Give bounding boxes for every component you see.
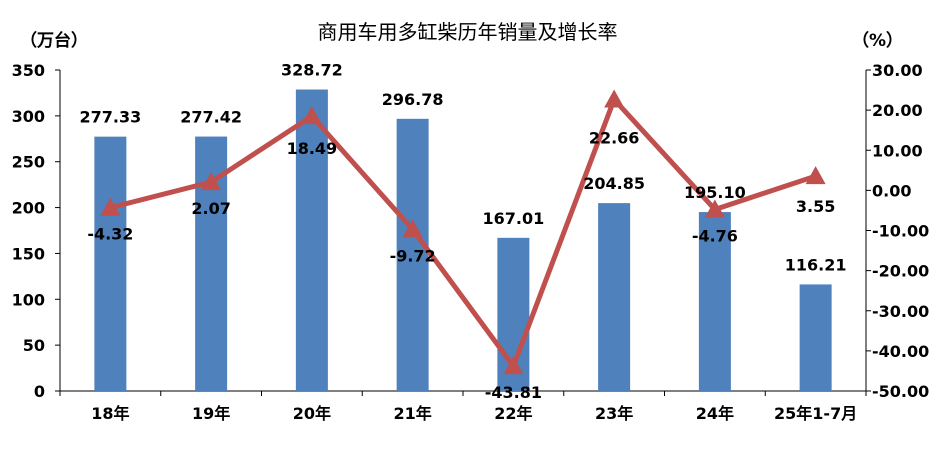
growth-rate-label: 2.07 — [191, 199, 230, 218]
right-tick-label: 30.00 — [872, 61, 923, 80]
right-tick-label: 10.00 — [872, 141, 923, 160]
growth-rate-marker — [604, 89, 625, 108]
right-tick-label: -30.00 — [872, 302, 929, 321]
bar — [396, 118, 429, 392]
x-category-label: 22年 — [494, 404, 532, 423]
bar-value-label: 195.10 — [684, 183, 746, 202]
growth-rate-line — [109, 96, 817, 369]
left-tick-label: 200 — [12, 199, 45, 218]
bar-value-label: 277.33 — [80, 108, 142, 127]
left-tick-label: 150 — [12, 244, 45, 263]
x-category-label: 18年 — [91, 404, 129, 423]
x-category-label: 24年 — [696, 404, 734, 423]
line-layer — [100, 89, 826, 375]
bar-value-label: 167.01 — [483, 209, 545, 228]
growth-rate-label: -9.72 — [390, 246, 436, 265]
growth-rate-marker — [100, 197, 121, 216]
chart-title: 商用车用多缸柴历年销量及增长率 — [317, 20, 618, 44]
growth-rate-label: 22.66 — [589, 128, 640, 147]
axes-layer: 0 50 100 150 200 250 300 350 -50.00 -40.00 -30.00 -… — [12, 61, 930, 423]
growth-rate-marker — [503, 356, 524, 375]
bar — [698, 212, 731, 391]
bars-layer — [94, 89, 832, 392]
labels-layer: 277.33 277.42 328.72 296.78 167.01 204.85 195.… — [80, 61, 847, 403]
growth-rate-marker — [704, 199, 725, 218]
right-tick-label: 0.00 — [872, 181, 911, 200]
growth-rate-label: 3.55 — [796, 197, 835, 216]
bar — [295, 89, 328, 392]
bar-value-label: 204.85 — [583, 174, 645, 193]
right-tick-label: -40.00 — [872, 342, 929, 361]
left-tick-label: 100 — [12, 290, 45, 309]
growth-rate-marker — [201, 172, 222, 191]
x-category-label: 20年 — [293, 404, 331, 423]
growth-rate-label: -43.81 — [485, 383, 542, 402]
bar-value-label: 116.21 — [785, 255, 847, 274]
bar — [94, 136, 127, 391]
x-category-label: 25年1-7月 — [774, 404, 857, 423]
left-axis-unit: （万台） — [20, 31, 88, 51]
x-category-label: 23年 — [595, 404, 633, 423]
growth-rate-marker — [301, 106, 322, 125]
bar — [598, 203, 631, 391]
right-tick-label: -20.00 — [872, 262, 929, 281]
growth-rate-marker — [402, 219, 423, 238]
left-tick-label: 300 — [12, 107, 45, 126]
left-tick-label: 0 — [34, 382, 45, 401]
left-tick-label: 250 — [12, 153, 45, 172]
bar-value-label: 277.42 — [180, 108, 242, 127]
growth-rate-label: -4.76 — [692, 226, 738, 245]
bar-value-label: 296.78 — [382, 90, 444, 109]
growth-rate-label: 18.49 — [287, 139, 338, 158]
right-axis-unit: （%） — [852, 31, 904, 51]
x-category-label: 21年 — [393, 404, 431, 423]
right-tick-label: -50.00 — [872, 382, 929, 401]
right-tick-label: -10.00 — [872, 222, 929, 241]
bar — [799, 284, 832, 391]
right-tick-label: 20.00 — [872, 101, 923, 120]
left-tick-label: 50 — [23, 336, 45, 355]
left-tick-label: 350 — [12, 61, 45, 80]
growth-rate-marker — [805, 166, 826, 185]
growth-rate-label: -4.32 — [87, 225, 133, 244]
bar-value-label: 328.72 — [281, 61, 343, 80]
x-category-label: 19年 — [192, 404, 230, 423]
